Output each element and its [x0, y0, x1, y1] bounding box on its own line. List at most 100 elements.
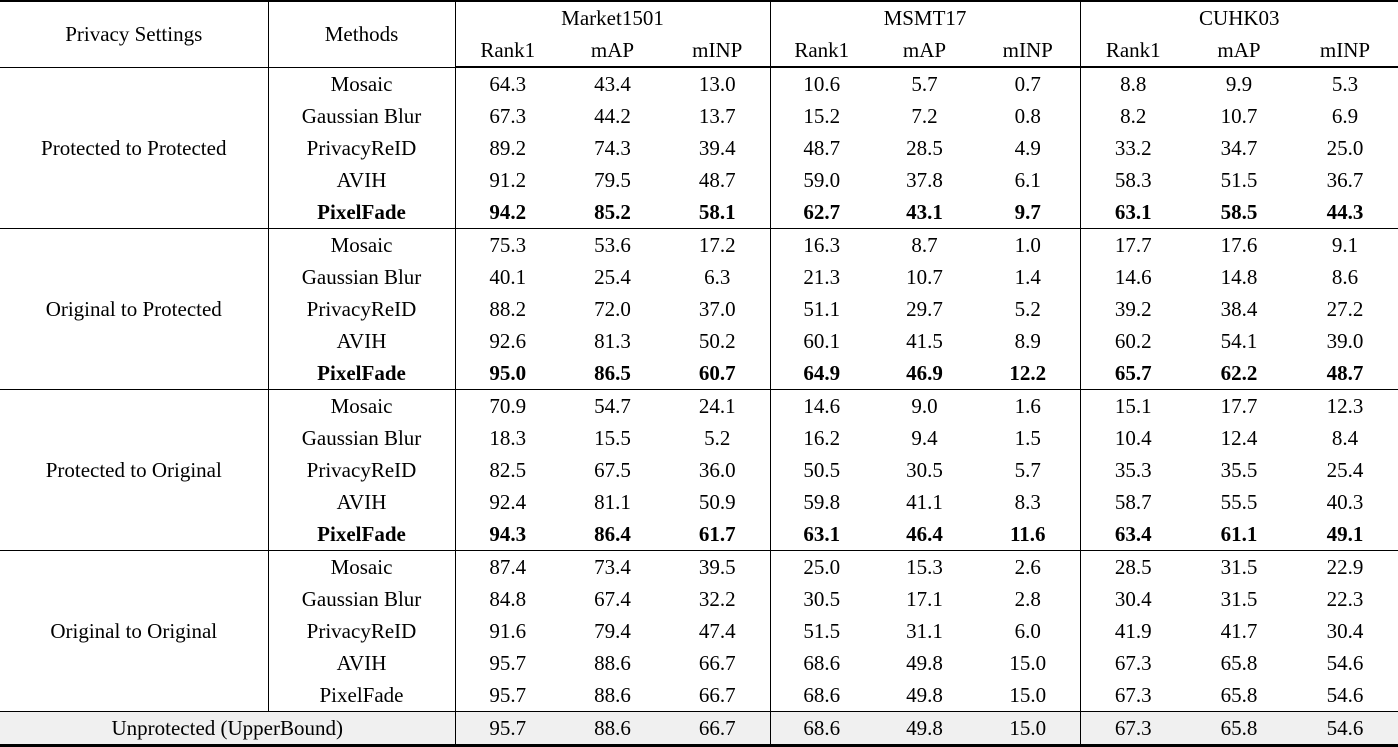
value-cell: 15.0 — [976, 679, 1081, 712]
value-cell: 8.6 — [1331, 265, 1359, 289]
value-cell: 37.8 — [906, 168, 943, 192]
value-cell: 48.7 — [1326, 361, 1364, 385]
method-cell: AVIH — [268, 164, 456, 196]
table-row: PixelFade 95.7 88.6 66.7 68.6 49.8 15.0 67.3 65.… — [0, 679, 1398, 712]
value-cell: 10.6 — [770, 66, 874, 100]
value-cell: 31.1 — [906, 619, 943, 643]
value-cell: 30.4 — [1326, 619, 1364, 643]
value-cell: 17.1 — [906, 587, 943, 611]
value-cell: 89.2 — [489, 136, 527, 160]
value-cell: 59.0 — [803, 168, 841, 192]
value-cell: 12.3 — [1292, 389, 1398, 422]
value-cell: 41.1 — [906, 490, 943, 514]
value-cell: 34.7 — [1220, 136, 1258, 160]
value-cell: 68.6 — [803, 683, 841, 707]
value-cell: 29.7 — [906, 297, 943, 321]
value-cell: 48.7 — [803, 136, 841, 160]
header-metric-minp: mINP — [976, 34, 1081, 68]
value-cell: 85.2 — [594, 200, 631, 224]
value-cell: 31.5 — [1186, 550, 1293, 583]
method-cell: PixelFade — [268, 518, 456, 551]
value-cell: 62.2 — [1220, 361, 1258, 385]
header-metric-map: mAP — [1186, 34, 1293, 68]
method-cell: Gaussian Blur — [268, 100, 456, 132]
header-metric-map: mAP — [873, 34, 977, 68]
value-cell: 6.9 — [1331, 104, 1359, 128]
method-cell: Gaussian Blur — [268, 583, 456, 615]
method-cell: PrivacyReID — [268, 454, 456, 486]
value-cell: 33.2 — [1114, 136, 1152, 160]
value-cell: 38.4 — [1220, 297, 1258, 321]
method-cell: Mosaic — [268, 66, 456, 100]
value-cell: 8.2 — [1120, 104, 1147, 128]
value-cell: 44.3 — [1326, 200, 1364, 224]
value-cell: 49.8 — [906, 651, 943, 675]
value-cell: 12.4 — [1220, 426, 1258, 450]
value-cell: 59.8 — [803, 490, 841, 514]
value-cell: 10.4 — [1114, 426, 1152, 450]
privacy-setting-cell: Protected to Original — [0, 389, 269, 551]
value-cell: 67.4 — [594, 587, 631, 611]
header-dataset-cuhk03: CUHK03 — [1199, 6, 1280, 30]
value-cell: 64.9 — [803, 361, 841, 385]
value-cell: 8.7 — [873, 228, 977, 261]
value-cell: 49.8 — [906, 683, 943, 707]
value-cell: 18.3 — [489, 426, 527, 450]
value-cell: 0.8 — [976, 100, 1081, 132]
value-cell: 88.6 — [560, 711, 665, 746]
value-cell: 40.1 — [489, 265, 527, 289]
value-cell: 92.6 — [489, 329, 527, 353]
value-cell: 6.3 — [665, 261, 771, 293]
value-cell: 81.1 — [594, 490, 631, 514]
value-cell: 21.3 — [803, 265, 841, 289]
value-cell: 32.2 — [665, 583, 771, 615]
value-cell: 5.7 — [873, 66, 977, 100]
value-cell: 48.7 — [665, 164, 771, 196]
value-cell: 1.5 — [976, 422, 1081, 454]
table-row: Protected to Original Mosaic 70.9 54.7 24.1 1… — [0, 389, 1398, 551]
value-cell: 15.0 — [976, 647, 1081, 679]
value-cell: 61.7 — [665, 518, 771, 551]
value-cell: 30.4 — [1114, 587, 1152, 611]
value-cell: 58.1 — [665, 196, 771, 229]
table-row: Original to Protected Mosaic 75.3 53.6 17.2 1… — [0, 228, 1398, 390]
value-cell: 5.2 — [665, 422, 771, 454]
method-cell: PixelFade — [268, 196, 456, 229]
value-cell: 27.2 — [1326, 297, 1364, 321]
value-cell: 14.6 — [1114, 265, 1152, 289]
table-row: PixelFade 95.0 86.5 60.7 64.9 46.9 12.2 65.7 62.… — [0, 357, 1398, 390]
value-cell: 1.4 — [976, 261, 1081, 293]
value-cell: 66.7 — [665, 711, 771, 746]
value-cell: 91.6 — [489, 619, 527, 643]
value-cell: 0.7 — [976, 66, 1081, 100]
value-cell: 86.5 — [594, 361, 631, 385]
value-cell: 41.7 — [1220, 619, 1258, 643]
value-cell: 74.3 — [594, 136, 631, 160]
value-cell: 30.5 — [906, 458, 943, 482]
value-cell: 63.1 — [1114, 200, 1152, 224]
method-cell: PixelFade — [268, 679, 456, 712]
table-row: AVIH 92.6 81.3 50.2 60.1 41.5 8.9 60.2 54.1 39.0 — [0, 325, 1398, 357]
value-cell: 75.3 — [455, 228, 560, 261]
method-cell: AVIH — [268, 325, 456, 357]
value-cell: 91.2 — [489, 168, 527, 192]
value-cell: 49.1 — [1326, 522, 1364, 546]
value-cell: 9.4 — [911, 426, 938, 450]
value-cell: 55.5 — [1220, 490, 1258, 514]
table-row: PrivacyReID 82.5 67.5 36.0 50.5 30.5 5.7 35.3 35… — [0, 454, 1398, 486]
value-cell: 43.1 — [906, 200, 943, 224]
method-cell: PrivacyReID — [268, 293, 456, 325]
value-cell: 8.8 — [1080, 66, 1187, 100]
value-cell: 64.3 — [455, 66, 560, 100]
value-cell: 87.4 — [455, 550, 560, 583]
value-cell: 63.4 — [1114, 522, 1152, 546]
table-row: AVIH 92.4 81.1 50.9 59.8 41.1 8.3 58.7 55.5 40.3 — [0, 486, 1398, 518]
value-cell: 94.3 — [489, 522, 527, 546]
value-cell: 8.3 — [976, 486, 1081, 518]
value-cell: 28.5 — [906, 136, 943, 160]
value-cell: 17.2 — [665, 228, 771, 261]
value-cell: 13.0 — [665, 66, 771, 100]
value-cell: 8.4 — [1331, 426, 1359, 450]
value-cell: 82.5 — [489, 458, 527, 482]
